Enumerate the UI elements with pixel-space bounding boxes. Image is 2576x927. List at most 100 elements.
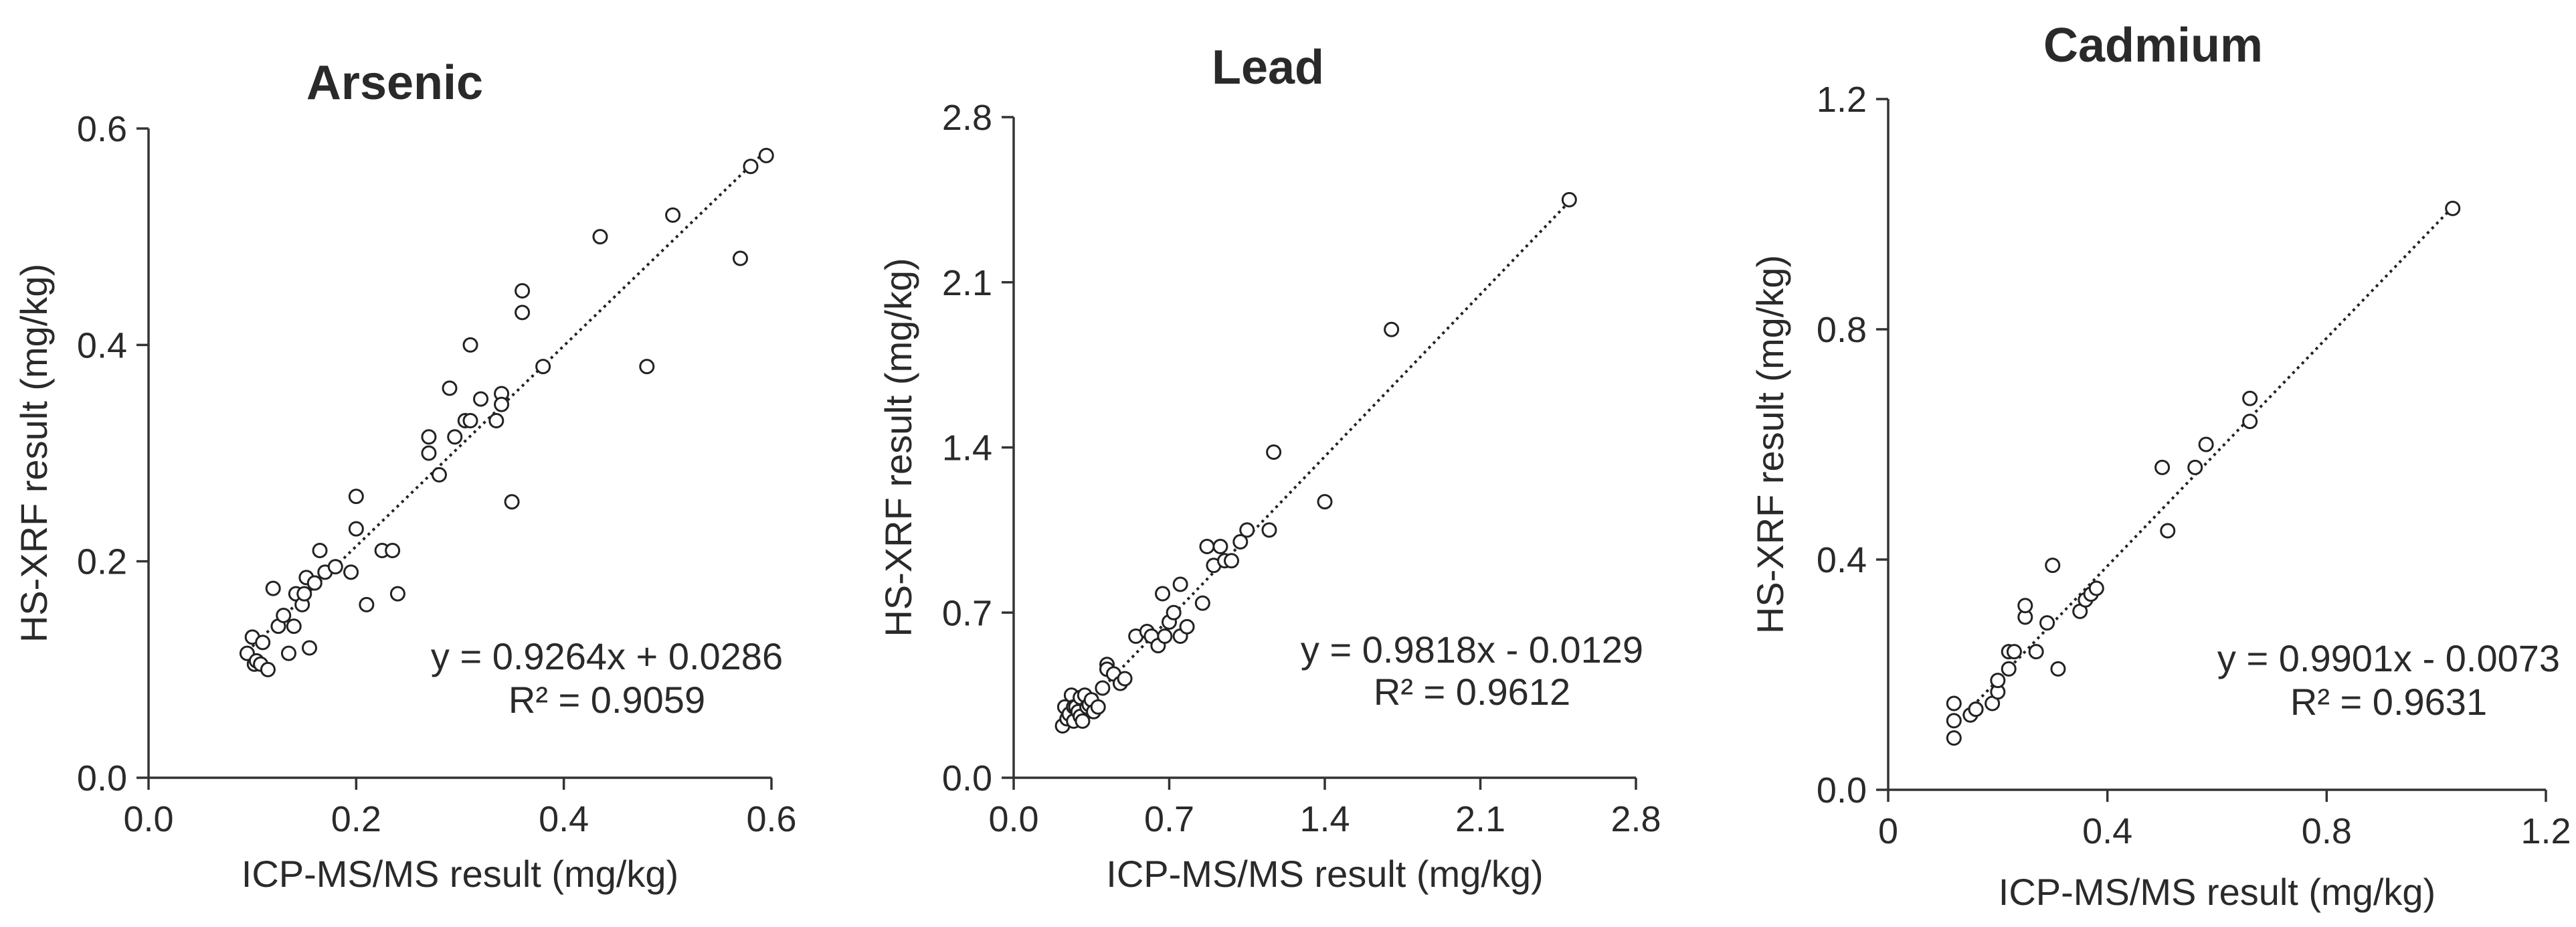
data-point bbox=[462, 337, 478, 353]
x-tick-label: 0.2 bbox=[331, 799, 381, 839]
data-point bbox=[312, 543, 328, 558]
data-point bbox=[447, 429, 463, 445]
x-tick-label: 0.8 bbox=[2302, 811, 2352, 851]
data-point bbox=[1075, 713, 1091, 729]
x-tick-label: 0.7 bbox=[1144, 799, 1194, 839]
data-point bbox=[389, 586, 405, 602]
data-point bbox=[1179, 618, 1195, 635]
chart-arsenic: Arsenic 0.0 0.2 0.4 0.6 0.0 0.2 0.4 0.6 ICP-MS/MS… bbox=[13, 56, 797, 895]
y-axis-label: HS-XRF result (mg/kg) bbox=[877, 258, 919, 637]
chart-title-lead: Lead bbox=[1212, 41, 1324, 94]
x-tick-label: 0.4 bbox=[539, 799, 589, 839]
data-point bbox=[515, 283, 531, 299]
data-point bbox=[2242, 390, 2258, 406]
y-tick-label: 0.0 bbox=[942, 758, 992, 798]
x-tick-label: 2.8 bbox=[1611, 799, 1661, 839]
y-tick-label: 1.2 bbox=[1817, 80, 1867, 120]
data-point bbox=[255, 635, 271, 651]
x-tick-label: 0 bbox=[1878, 811, 1898, 851]
data-point bbox=[265, 580, 281, 596]
x-axis-label: ICP-MS/MS result (mg/kg) bbox=[242, 853, 678, 895]
data-point bbox=[280, 645, 296, 661]
data-point bbox=[1212, 539, 1228, 555]
data-point bbox=[1224, 553, 1239, 569]
y-tick-label: 0.2 bbox=[77, 542, 127, 582]
data-point bbox=[488, 413, 504, 428]
data-point bbox=[327, 559, 343, 575]
data-point bbox=[343, 564, 359, 580]
data-point bbox=[2039, 615, 2055, 631]
data-point bbox=[348, 521, 364, 537]
data-point bbox=[1166, 604, 1182, 620]
x-tick-label: 0.0 bbox=[988, 799, 1038, 839]
data-point bbox=[359, 596, 375, 612]
data-point bbox=[1199, 539, 1215, 555]
data-point bbox=[2154, 459, 2171, 475]
regression-equation: y = 0.9818x - 0.0129 bbox=[1301, 628, 1643, 671]
data-point bbox=[2006, 644, 2022, 660]
data-point bbox=[2187, 459, 2203, 475]
data-point bbox=[1117, 671, 1133, 687]
data-point bbox=[1157, 628, 1173, 644]
y-axis-label: HS-XRF result (mg/kg) bbox=[13, 264, 55, 643]
data-point bbox=[462, 413, 478, 428]
data-point bbox=[592, 229, 608, 245]
x-tick-label: 0.0 bbox=[123, 799, 173, 839]
y-tick-label: 0.0 bbox=[77, 758, 127, 798]
x-tick-label: 1.4 bbox=[1299, 799, 1350, 839]
data-point bbox=[1946, 730, 1962, 746]
data-point bbox=[1317, 494, 1333, 510]
x-axis-label: ICP-MS/MS result (mg/kg) bbox=[1999, 871, 2435, 913]
chart-cadmium: Cadmium 0.0 0.4 0.8 1.2 0 0.4 0.8 1.2 ICP-MS/MS r… bbox=[1749, 19, 2571, 913]
data-point bbox=[1239, 522, 1255, 538]
trendline bbox=[251, 154, 762, 648]
data-point bbox=[504, 494, 520, 510]
y-tick-label: 0.4 bbox=[1817, 540, 1867, 580]
data-point bbox=[1232, 534, 1249, 550]
y-axis-label: HS-XRF result (mg/kg) bbox=[1749, 255, 1791, 634]
data-point bbox=[2028, 644, 2044, 660]
x-tick-label: 1.2 bbox=[2520, 811, 2571, 851]
y-tick-label: 0.0 bbox=[1817, 770, 1867, 811]
data-point bbox=[515, 305, 531, 321]
data-point bbox=[2160, 523, 2176, 539]
data-point bbox=[2088, 580, 2104, 596]
y-tick-label: 0.4 bbox=[77, 325, 127, 365]
data-point bbox=[421, 429, 437, 445]
data-point bbox=[1946, 695, 1962, 711]
x-tick-label: 0.4 bbox=[2082, 811, 2132, 851]
data-point bbox=[2001, 661, 2017, 677]
y-tick-label: 2.8 bbox=[942, 98, 992, 138]
data-point bbox=[1946, 713, 1962, 729]
chart-title-arsenic: Arsenic bbox=[306, 56, 483, 110]
data-point bbox=[2017, 598, 2033, 614]
y-tick-label: 0.7 bbox=[942, 593, 992, 633]
data-point bbox=[286, 618, 302, 635]
data-point bbox=[639, 359, 655, 375]
data-point bbox=[1194, 595, 1210, 611]
data-point bbox=[276, 608, 292, 623]
y-tick-label: 2.1 bbox=[942, 263, 992, 303]
regression-equation: y = 0.9901x - 0.0073 bbox=[2217, 637, 2560, 679]
data-point bbox=[758, 147, 774, 163]
x-tick-label: 0.6 bbox=[746, 799, 796, 839]
data-point bbox=[348, 489, 364, 505]
chart-lead: Lead 0.0 0.7 1.4 2.1 2.8 0.0 0.7 1.4 2.1 2.8 ICP-MS… bbox=[877, 41, 1661, 895]
y-tick-label: 1.4 bbox=[942, 428, 992, 469]
regression-equation: y = 0.9264x + 0.0286 bbox=[431, 635, 783, 677]
data-point bbox=[2050, 661, 2066, 677]
data-point bbox=[473, 391, 489, 407]
chart-title-cadmium: Cadmium bbox=[2043, 19, 2263, 72]
y-tick-label: 0.6 bbox=[77, 109, 127, 149]
data-point bbox=[296, 586, 312, 602]
data-point bbox=[1172, 576, 1188, 592]
data-point bbox=[306, 575, 323, 591]
data-point bbox=[260, 661, 276, 677]
data-point bbox=[665, 207, 681, 223]
data-point bbox=[385, 543, 401, 558]
y-tick-label: 0.8 bbox=[1817, 310, 1867, 350]
r-squared-label: R² = 0.9631 bbox=[2290, 681, 2487, 723]
x-tick-label: 2.1 bbox=[1455, 799, 1505, 839]
r-squared-label: R² = 0.9612 bbox=[1374, 671, 1570, 713]
